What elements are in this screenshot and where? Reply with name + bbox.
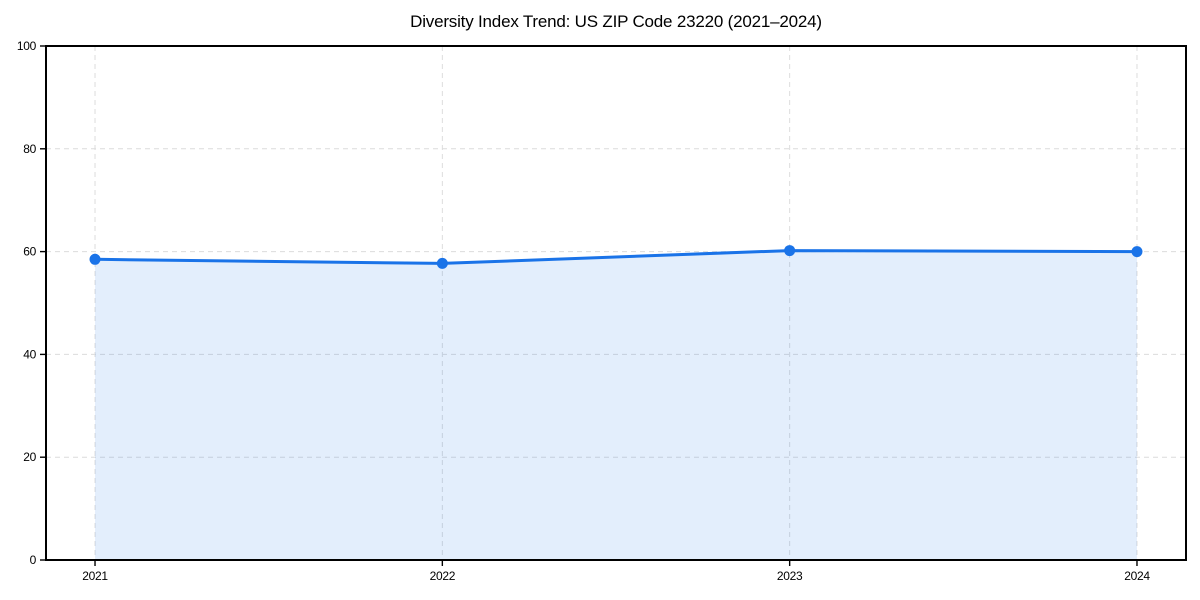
data-point-2022 bbox=[436, 257, 448, 269]
plot-frame bbox=[45, 45, 1187, 561]
data-point-2021 bbox=[89, 253, 101, 265]
trend-line bbox=[93, 249, 1139, 265]
y-tick-label: 40 bbox=[23, 347, 36, 361]
data-point-2024 bbox=[1131, 246, 1143, 258]
y-tick-label: 100 bbox=[17, 39, 37, 53]
data-point-2023 bbox=[784, 245, 796, 257]
x-tick-label: 2023 bbox=[777, 569, 803, 583]
y-tick-label: 60 bbox=[23, 245, 36, 259]
y-tick-label: 80 bbox=[23, 142, 36, 156]
x-tick-label: 2024 bbox=[1124, 569, 1150, 583]
chart-title: Diversity Index Trend: US ZIP Code 23220… bbox=[410, 12, 822, 31]
y-tick-label: 0 bbox=[30, 553, 37, 567]
x-tick-label: 2022 bbox=[430, 569, 456, 583]
trend-area bbox=[95, 250, 1137, 560]
x-tick-label: 2021 bbox=[82, 569, 108, 583]
plot-background bbox=[46, 46, 1186, 560]
y-tick-label: 20 bbox=[23, 450, 36, 464]
